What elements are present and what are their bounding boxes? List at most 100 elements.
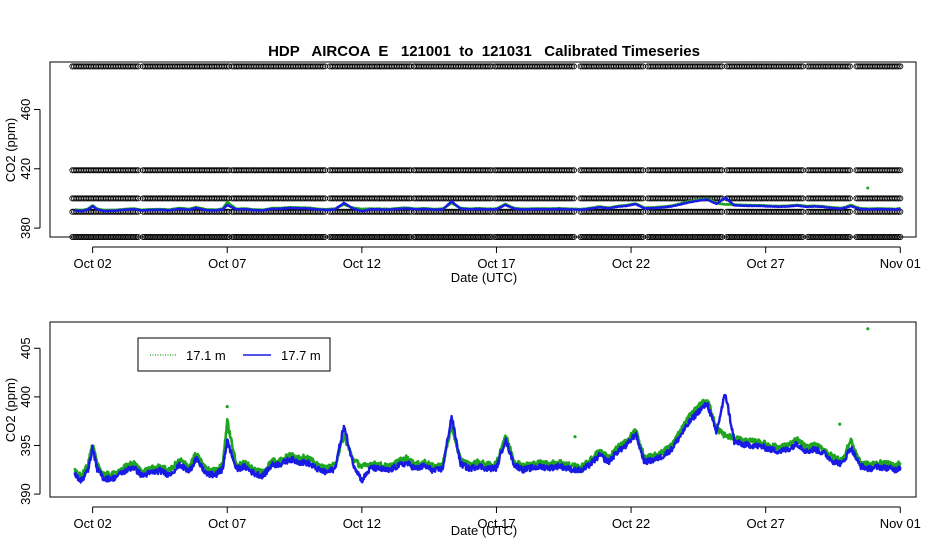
legend-label-1: 17.1 m: [186, 348, 226, 363]
calibration-point: [320, 195, 327, 202]
calibration-point: [638, 63, 645, 70]
legend-label-2: 17.7 m: [281, 348, 321, 363]
calibration-point: [846, 63, 853, 70]
panel-1-x-tick-label: Oct 17: [477, 256, 515, 271]
calibration-point: [895, 63, 902, 70]
calibration-point: [133, 63, 140, 70]
calibration-point: [893, 195, 900, 202]
panel-1-y-tick-label: 420: [18, 158, 33, 180]
calibration-point: [897, 167, 904, 174]
calibration-point: [798, 208, 805, 215]
panel-2-x-tick-label: Oct 17: [477, 516, 515, 531]
panel-2-y-tick-label: 405: [18, 337, 33, 359]
calibration-point: [846, 208, 853, 215]
legend-entry-1: 17.1 m: [150, 348, 226, 363]
calibration-point: [222, 167, 229, 174]
panel-1-marks: [69, 63, 904, 240]
calibration-point: [570, 167, 577, 174]
calibration-point: [131, 63, 138, 70]
calibration-point: [717, 63, 724, 70]
calibration-point: [404, 63, 411, 70]
calibration-point: [897, 195, 904, 202]
calibration-point: [796, 195, 803, 202]
panel-2-y-tick-label: 390: [18, 483, 33, 505]
calibration-point: [798, 63, 805, 70]
panel-1-y-axis-label: CO2 (ppm): [3, 118, 18, 182]
calibration-point: [715, 63, 722, 70]
calibration-level-points: [69, 63, 904, 70]
calibration-point: [320, 63, 327, 70]
calibration-point: [484, 195, 491, 202]
panel-2-x-tick-label: Oct 12: [343, 516, 381, 531]
series-line-2: [73, 393, 902, 484]
panel-1-x-axis: Oct 02 Oct 07 Oct 12 Oct 17 Oct 22 Oct 27 Nov …: [73, 246, 921, 271]
calibration-point: [131, 167, 138, 174]
calibration-point: [567, 167, 574, 174]
calibration-point: [843, 167, 850, 174]
calibration-point: [798, 195, 805, 202]
panel-2-frame: [49, 321, 917, 498]
calibration-point: [404, 167, 411, 174]
calibration-point: [717, 167, 724, 174]
calibration-point: [843, 208, 850, 215]
isolated-point: [838, 422, 842, 426]
calibration-point: [222, 195, 229, 202]
calibration-point: [484, 63, 491, 70]
panel-2-x-axis-label: Date (UTC): [451, 523, 517, 538]
calibration-point: [798, 167, 805, 174]
panel-1-y-axis: 380 420 460: [18, 99, 41, 239]
calibration-point: [846, 195, 853, 202]
calibration-level-points: [69, 167, 904, 174]
calibration-point: [131, 195, 138, 202]
calibration-point: [845, 195, 852, 202]
panel-1-x-tick-label: Oct 22: [612, 256, 650, 271]
calibration-point: [569, 167, 576, 174]
calibration-point: [845, 208, 852, 215]
isolated-point: [573, 435, 577, 439]
calibration-point: [796, 167, 803, 174]
calibration-point: [636, 195, 643, 202]
calibration-point: [567, 63, 574, 70]
panel-2-y-tick-label: 400: [18, 386, 33, 408]
panel-1-x-tick-label: Oct 02: [73, 256, 111, 271]
panel-1: Oct 02 Oct 07 Oct 12 Oct 17 Oct 22 Oct 27 Nov …: [3, 61, 921, 285]
panel-2-x-tick-label: Nov 01: [880, 516, 921, 531]
calibration-point: [796, 63, 803, 70]
calibration-point: [222, 208, 229, 215]
calibration-point: [895, 195, 902, 202]
calibration-point: [845, 63, 852, 70]
calibration-point: [897, 63, 904, 70]
calibration-point: [404, 195, 411, 202]
panel-2-y-tick-label: 395: [18, 435, 33, 457]
panel-1-y-tick-label: 460: [18, 99, 33, 121]
calibration-point: [570, 63, 577, 70]
panel-2-x-tick-label: Oct 22: [612, 516, 650, 531]
calibration-point: [133, 167, 140, 174]
calibration-point: [715, 167, 722, 174]
calibration-point: [895, 167, 902, 174]
isolated-point: [866, 327, 870, 331]
calibration-point: [320, 167, 327, 174]
calibration-point: [318, 195, 325, 202]
calibration-point: [843, 195, 850, 202]
calibration-point: [569, 195, 576, 202]
panel-1-x-axis-label: Date (UTC): [451, 270, 517, 285]
calibration-point: [636, 208, 643, 215]
calibration-point: [845, 167, 852, 174]
calibration-point: [567, 195, 574, 202]
calibration-point: [717, 208, 724, 215]
chart-title: HDP AIRCOA E 121001 to 121031 Calibrated…: [268, 43, 700, 60]
calibration-point: [222, 63, 229, 70]
panel-2: Oct 02 Oct 07 Oct 12 Oct 17 Oct 22 Oct 27 Nov …: [3, 321, 921, 538]
calibration-point: [796, 208, 803, 215]
panel-2-y-axis-label: CO2 (ppm): [3, 378, 18, 442]
calibration-point: [318, 167, 325, 174]
calibration-point: [846, 167, 853, 174]
calibration-point: [638, 195, 645, 202]
calibration-point: [843, 63, 850, 70]
panel-1-frame: [49, 61, 917, 238]
outlier-point: [866, 186, 870, 190]
panel-1-x-tick-label: Oct 12: [343, 256, 381, 271]
calibration-point: [893, 63, 900, 70]
